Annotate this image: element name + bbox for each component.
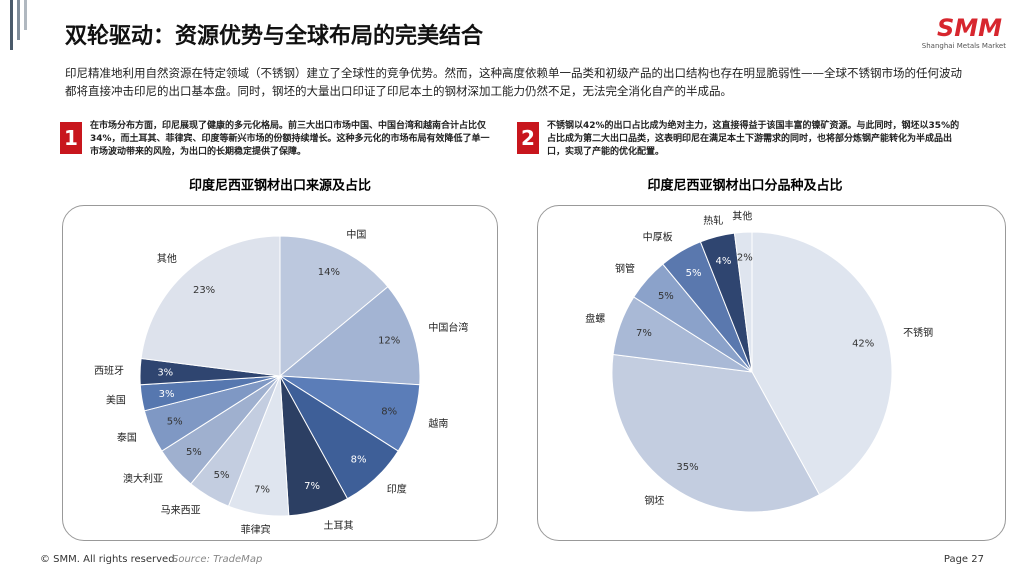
value-label: 12% — [378, 336, 400, 347]
decor-bar — [24, 0, 27, 30]
slice-label: 钢坯 — [644, 494, 664, 507]
value-label: 5% — [658, 291, 674, 302]
slice-label: 印度 — [387, 483, 407, 496]
chart-title: 印度尼西亚钢材出口来源及占比 — [189, 178, 371, 194]
source: Source: TradeMap — [172, 554, 263, 565]
page-number: Page 27 — [943, 554, 984, 565]
value-label: 5% — [214, 470, 230, 481]
value-label: 4% — [716, 256, 732, 267]
slice-label: 澳大利亚 — [123, 472, 163, 485]
chart-card — [62, 205, 498, 541]
value-label: 7% — [636, 328, 652, 339]
slide-title: 双轮驱动：资源优势与全球布局的完美结合 — [65, 24, 484, 49]
value-label: 42% — [852, 338, 874, 349]
intro-text: 印尼精准地利用自然资源在特定领域（不锈钢）建立了全球性的竞争优势。然而，这种高度… — [65, 66, 962, 98]
pie-slice — [751, 231, 893, 496]
slice-label: 土耳其 — [324, 519, 354, 532]
slice-label: 菲律宾 — [241, 523, 271, 536]
pie-slice — [733, 231, 753, 373]
value-label: 35% — [676, 462, 698, 473]
decor-bar — [17, 0, 20, 40]
point-text: 不锈钢以42%的出口占比成为绝对主力，这直接得益于该国丰富的镍矿资源。与此同时，… — [547, 121, 960, 157]
logo-subtitle: Shanghai Metals Market — [921, 42, 1006, 50]
value-label: 8% — [351, 455, 367, 466]
slice-label: 盘螺 — [585, 312, 605, 325]
point-number: 2 — [517, 122, 539, 154]
decor-bar — [10, 0, 13, 50]
logo: SMM — [936, 14, 1002, 42]
copyright: © SMM. All rights reserved. — [40, 554, 178, 565]
slice-label: 不锈钢 — [903, 326, 933, 339]
value-label: 14% — [318, 267, 340, 278]
value-label: 5% — [167, 417, 183, 428]
value-label: 3% — [157, 367, 173, 378]
value-label: 7% — [304, 481, 320, 492]
value-label: 7% — [254, 484, 270, 495]
chart-title: 印度尼西亚钢材出口分品种及占比 — [647, 178, 842, 194]
slice-label: 中厚板 — [643, 231, 673, 244]
value-label: 3% — [159, 389, 175, 400]
value-label: 2% — [737, 252, 753, 263]
slice-label: 热轧 — [703, 214, 723, 227]
value-label: 23% — [193, 285, 215, 296]
slice-label: 越南 — [428, 417, 448, 430]
slice-label: 中国台湾 — [428, 321, 468, 334]
pie-slice — [611, 353, 821, 513]
slice-label: 其他 — [732, 209, 752, 222]
slice-label: 西班牙 — [94, 365, 124, 377]
slice-label: 中国 — [346, 228, 366, 241]
pie-slice — [278, 286, 421, 386]
slice-label: 泰国 — [117, 431, 137, 444]
point-text: 在市场分布方面，印尼展现了健康的多元化格局。前三大出口市场中国、中国台湾和越南合… — [90, 121, 490, 157]
chart-card — [537, 205, 1006, 541]
pie-slice — [279, 235, 389, 378]
slice-label: 钢管 — [615, 262, 635, 275]
value-label: 5% — [186, 447, 202, 458]
slice-label: 美国 — [106, 393, 126, 406]
point-number: 1 — [60, 122, 82, 154]
slice-label: 其他 — [157, 252, 177, 265]
value-label: 5% — [686, 268, 702, 279]
value-label: 8% — [381, 406, 397, 417]
slice-label: 马来西亚 — [161, 504, 201, 516]
pie-slice — [140, 235, 281, 377]
